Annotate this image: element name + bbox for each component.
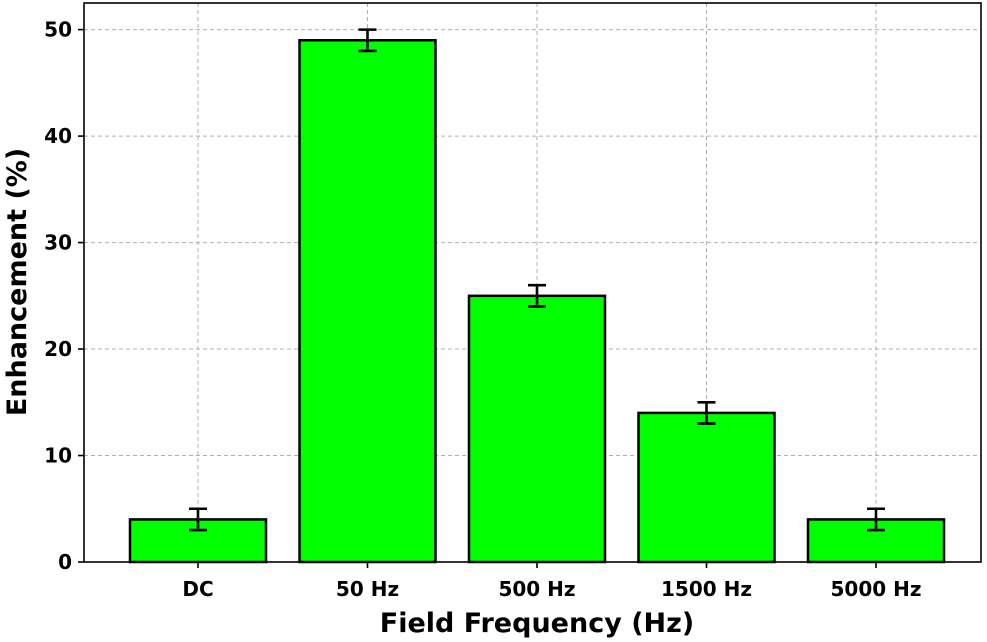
axis-ticks — [78, 28, 877, 568]
y-tick-label: 0 — [58, 550, 72, 574]
x-tick-label: DC — [182, 577, 213, 601]
bar — [298, 39, 437, 564]
y-tick-label: 50 — [44, 18, 72, 42]
bar — [467, 294, 607, 564]
y-tick-labels: 0 10 20 30 40 50 — [44, 18, 72, 574]
y-tick-label: 20 — [44, 337, 72, 361]
x-tick-label: 1500 Hz — [661, 577, 752, 601]
bar — [637, 411, 776, 564]
bars — [128, 39, 946, 564]
x-axis-title: Field Frequency (Hz) — [380, 608, 694, 639]
x-tick-label: 5000 Hz — [830, 577, 921, 601]
y-tick-label: 10 — [44, 444, 72, 468]
x-tick-label: 50 Hz — [336, 577, 399, 601]
y-tick-label: 40 — [44, 124, 72, 148]
y-axis-title: Enhancement (%) — [2, 148, 33, 416]
error-bars — [189, 28, 885, 532]
x-tick-labels: DC 50 Hz 500 Hz 1500 Hz 5000 Hz — [182, 577, 921, 601]
plot-frame — [83, 2, 982, 563]
y-tick-label: 30 — [44, 231, 72, 255]
x-tick-label: 500 Hz — [498, 577, 575, 601]
